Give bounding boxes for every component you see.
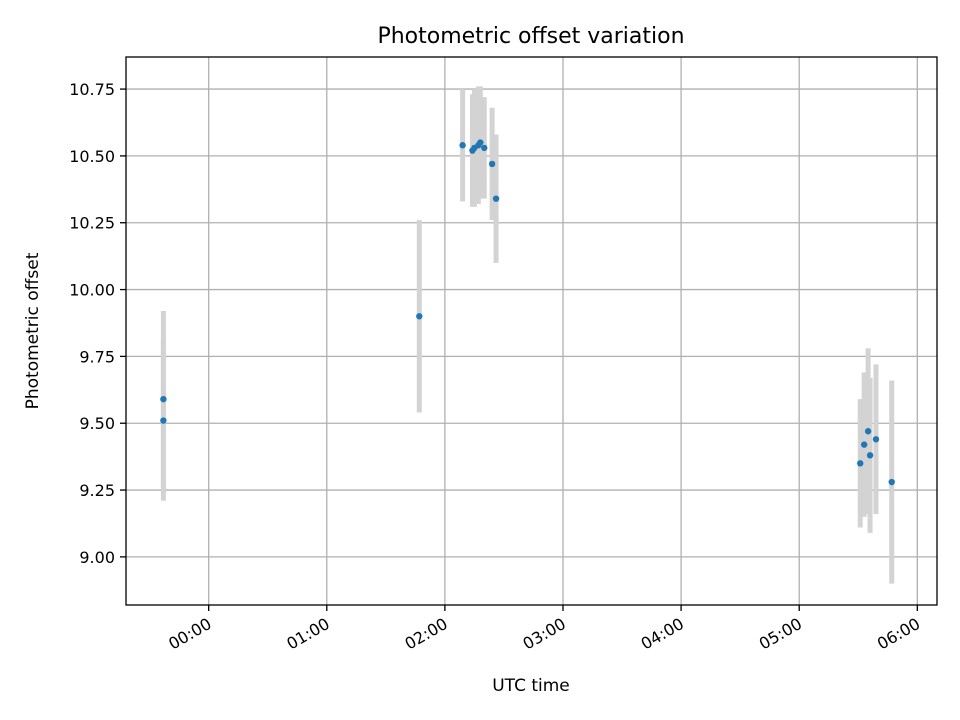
x-axis-label: UTC time bbox=[492, 676, 570, 696]
x-tick-label: 02:00 bbox=[401, 614, 450, 654]
data-point bbox=[492, 195, 500, 202]
chart-title: Photometric offset variation bbox=[377, 24, 684, 49]
y-tick-label: 9.50 bbox=[79, 414, 115, 433]
y-axis-label: Photometric offset bbox=[23, 252, 43, 409]
data-point bbox=[864, 428, 872, 435]
data-point bbox=[459, 142, 466, 149]
x-axis: 00:00 01:00 02:00 03:00 04:00 05:00 06:00 bbox=[165, 605, 923, 654]
data-points bbox=[160, 139, 895, 486]
data-point bbox=[481, 144, 488, 152]
data-point bbox=[477, 139, 484, 146]
x-tick-label: 06:00 bbox=[874, 614, 923, 654]
data-point bbox=[866, 452, 874, 459]
y-tick-label: 10.50 bbox=[69, 147, 115, 166]
y-tick-label: 10.00 bbox=[69, 281, 115, 300]
x-tick-label: 04:00 bbox=[638, 614, 687, 654]
y-tick-label: 9.00 bbox=[79, 548, 115, 567]
data-point bbox=[857, 460, 864, 467]
x-tick-label: 00:00 bbox=[165, 614, 214, 654]
plot-frame bbox=[125, 56, 938, 606]
data-point bbox=[160, 395, 167, 403]
y-tick-label: 9.75 bbox=[79, 347, 115, 366]
y-tick-label: 10.75 bbox=[69, 80, 115, 99]
data-point bbox=[488, 160, 496, 168]
y-tick-label: 10.25 bbox=[69, 214, 115, 233]
y-axis: 9.00 9.25 9.50 9.75 10.00 10.25 10.50 10.75 bbox=[69, 80, 126, 567]
data-point bbox=[888, 478, 895, 486]
grid bbox=[126, 57, 937, 605]
data-point bbox=[160, 417, 167, 424]
x-tick-label: 05:00 bbox=[756, 614, 805, 654]
error-bars bbox=[160, 86, 895, 584]
x-tick-label: 01:00 bbox=[283, 614, 332, 654]
data-point bbox=[872, 436, 880, 443]
data-point bbox=[860, 441, 868, 448]
data-point bbox=[416, 313, 423, 320]
y-tick-label: 9.25 bbox=[79, 481, 115, 500]
x-tick-label: 03:00 bbox=[520, 614, 569, 654]
